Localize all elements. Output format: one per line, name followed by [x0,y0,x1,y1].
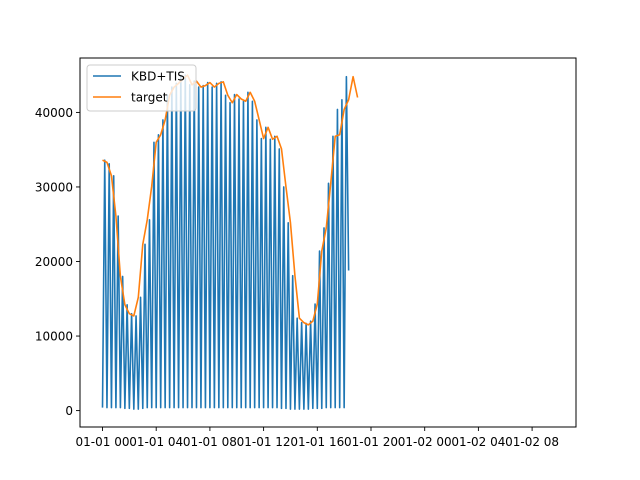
x-tick-label: 01-02 04 [451,435,505,449]
legend-label-1: KBD+TIS [131,70,185,84]
y-tick-label: 40000 [35,106,73,120]
legend-label-2: target [131,91,168,105]
plot-area-frame [79,57,577,428]
x-tick-label: 01-02 08 [505,435,559,449]
x-axis: 01-01 00 01-01 04 01-01 08 01-01 12 01-01 16… [76,427,559,449]
y-tick-label: 10000 [35,330,73,344]
legend: KBD+TIS target [86,64,197,112]
y-axis: 0 10000 20000 30000 40000 [35,106,80,418]
x-tick-label: 01-01 16 [290,435,344,449]
y-tick-label: 30000 [35,180,73,194]
x-tick-label: 01-01 04 [129,435,183,449]
x-tick-label: 01-02 00 [398,435,452,449]
x-tick-label: 01-01 20 [344,435,398,449]
x-tick-label: 01-01 12 [237,435,291,449]
series-layer [101,74,359,410]
y-tick-label: 0 [65,404,73,418]
x-tick-label: 01-01 08 [183,435,237,449]
series-line-1 [101,74,350,410]
series-line-2 [102,74,359,326]
x-tick-label: 01-01 00 [76,435,130,449]
y-tick-label: 20000 [35,255,73,269]
